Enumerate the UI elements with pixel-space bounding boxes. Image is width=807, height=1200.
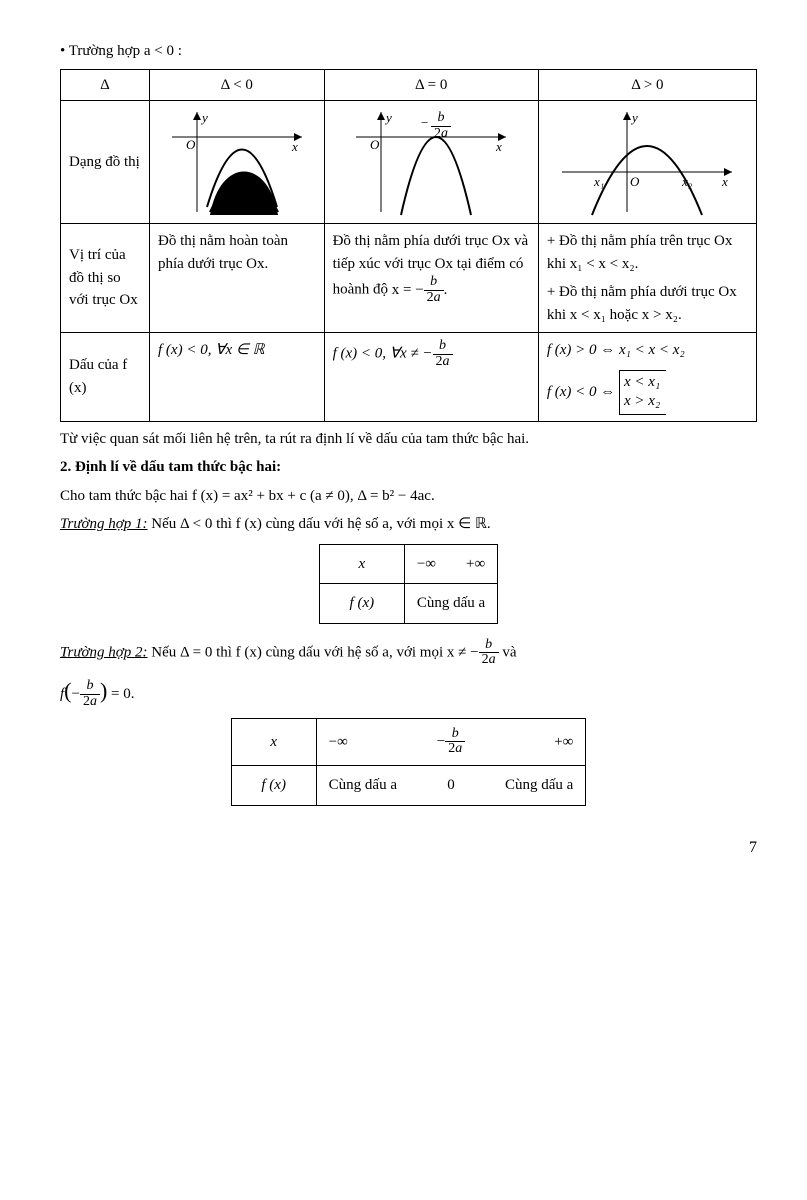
svg-text:y: y: [630, 110, 638, 125]
svg-text:O: O: [186, 137, 196, 152]
graph-gt: y x O x₁ x₂: [538, 101, 756, 224]
case2-line2: f(−b2a) = 0.: [60, 674, 757, 710]
section2-title: 2. Định lí về dấu tam thức bậc hai:: [60, 456, 757, 479]
page-number: 7: [60, 836, 757, 860]
col-lt: Δ < 0: [150, 69, 325, 101]
st2-x: x: [231, 718, 316, 765]
case1: Trường hợp 1: Nếu Δ < 0 thì f (x) cùng d…: [60, 513, 757, 536]
svg-text:x: x: [495, 139, 502, 154]
svg-text:O: O: [630, 174, 640, 189]
svg-text:y: y: [384, 110, 392, 125]
svg-text:x: x: [291, 139, 298, 154]
pos-eq: Đồ thị nằm phía dưới trục Ox và tiếp xúc…: [324, 224, 538, 333]
sign-table-1: x −∞ +∞ f (x) Cùng dấu a: [319, 544, 498, 624]
st2-zero: 0: [409, 766, 493, 806]
col-eq: Δ = 0: [324, 69, 538, 101]
st1-range: −∞ +∞: [404, 544, 497, 584]
st2-r1: −∞: [316, 718, 409, 765]
st2-v2: Cùng dấu a: [493, 766, 586, 806]
after-table-text: Từ việc quan sát mối liên hệ trên, ta rú…: [60, 428, 757, 451]
row-sign-label: Dấu của f (x): [61, 333, 150, 422]
sign-gt: f (x) > 0 ⇔ x₁ < x < x₂ f (x) < 0 ⇔ x < …: [538, 333, 756, 422]
main-table: Δ Δ < 0 Δ = 0 Δ > 0 Dạng đồ thị y x O: [60, 69, 757, 422]
col-delta: Δ: [61, 69, 150, 101]
case-header: • Trường hợp a < 0 :: [60, 40, 757, 63]
pos-gt: + Đồ thị nằm phía trên trục Ox khi x₁ < …: [538, 224, 756, 333]
sign-table-2: x −∞ −b2a +∞ f (x) Cùng dấu a 0 Cùng dấu…: [231, 718, 587, 806]
graph-lt: y x O: [150, 101, 325, 224]
case2: Trường hợp 2: Nếu Δ = 0 thì f (x) cùng d…: [60, 638, 757, 668]
st1-fx: f (x): [319, 584, 404, 624]
sign-eq: f (x) < 0, ∀x ≠ −b2a: [324, 333, 538, 422]
svg-text:−: −: [421, 115, 428, 130]
st1-val: Cùng dấu a: [404, 584, 497, 624]
st2-mid: −b2a: [409, 718, 493, 765]
sign-lt: f (x) < 0, ∀x ∈ ℝ: [150, 333, 325, 422]
svg-text:O: O: [370, 137, 380, 152]
st1-x: x: [319, 544, 404, 584]
pos-lt: Đồ thị nằm hoàn toàn phía dưới trục Ox.: [150, 224, 325, 333]
st2-r2: +∞: [493, 718, 586, 765]
graph-eq: y x O − b2a: [324, 101, 538, 224]
svg-text:x: x: [721, 174, 728, 189]
st2-fx: f (x): [231, 766, 316, 806]
col-gt: Δ > 0: [538, 69, 756, 101]
row-graph-label: Dạng đồ thị: [61, 101, 150, 224]
row-pos-label: Vị trí của đồ thị so với trục Ox: [61, 224, 150, 333]
svg-text:y: y: [200, 110, 208, 125]
section2-intro: Cho tam thức bậc hai f (x) = ax² + bx + …: [60, 485, 757, 508]
st2-v1: Cùng dấu a: [316, 766, 409, 806]
svg-text:x₁: x₁: [593, 174, 604, 189]
